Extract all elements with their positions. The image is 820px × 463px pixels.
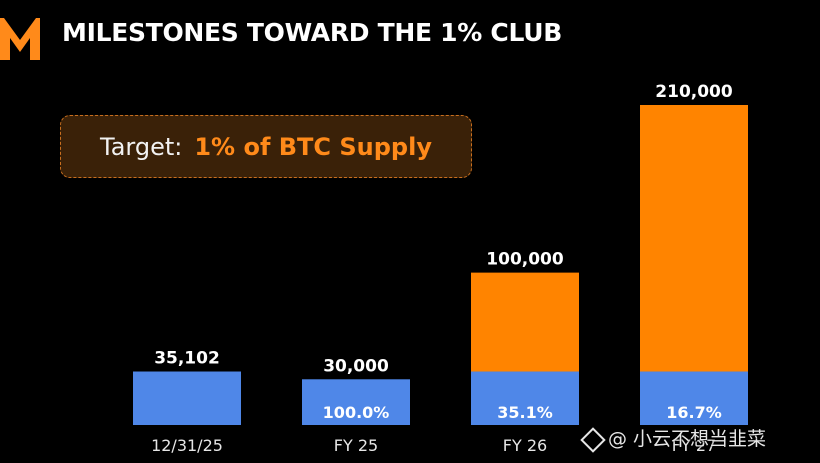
bar-segment-additional — [640, 105, 748, 372]
target-label: Target: — [100, 132, 183, 161]
x-tick-label: FY 27 — [672, 436, 716, 455]
watermark: @ 小云不想当韭菜 — [580, 424, 767, 453]
bar-segment-holdings — [471, 371, 579, 425]
logo-m-shape — [0, 18, 40, 60]
bar-share-label: 16.7% — [666, 403, 722, 422]
x-tick-label: FY 25 — [334, 436, 378, 455]
watermark-text: @ 小云不想当韭菜 — [608, 428, 767, 450]
page-title: MILESTONES TOWARD THE 1% CLUB — [62, 18, 562, 47]
bar-segment-holdings — [302, 379, 410, 425]
target-callout: Target: 1% of BTC Supply — [60, 115, 472, 178]
bar-total-label: 35,102 — [154, 349, 220, 369]
bar-segment-holdings — [640, 371, 748, 425]
x-tick-label: FY 26 — [503, 436, 547, 455]
bar-segment-additional — [471, 272, 579, 372]
bar-share-label: 100.0% — [323, 403, 390, 422]
diamond-icon — [580, 426, 606, 453]
bar-share-label: 35.1% — [497, 403, 553, 422]
bar-total-label: 210,000 — [655, 82, 733, 102]
x-tick-label: 12/31/25 — [151, 436, 223, 455]
target-value: 1% of BTC Supply — [194, 132, 432, 161]
bar-segment-holdings — [133, 371, 241, 425]
brand-logo — [0, 18, 40, 60]
bar-total-label: 100,000 — [486, 250, 564, 270]
bar-total-label: 30,000 — [323, 356, 389, 376]
